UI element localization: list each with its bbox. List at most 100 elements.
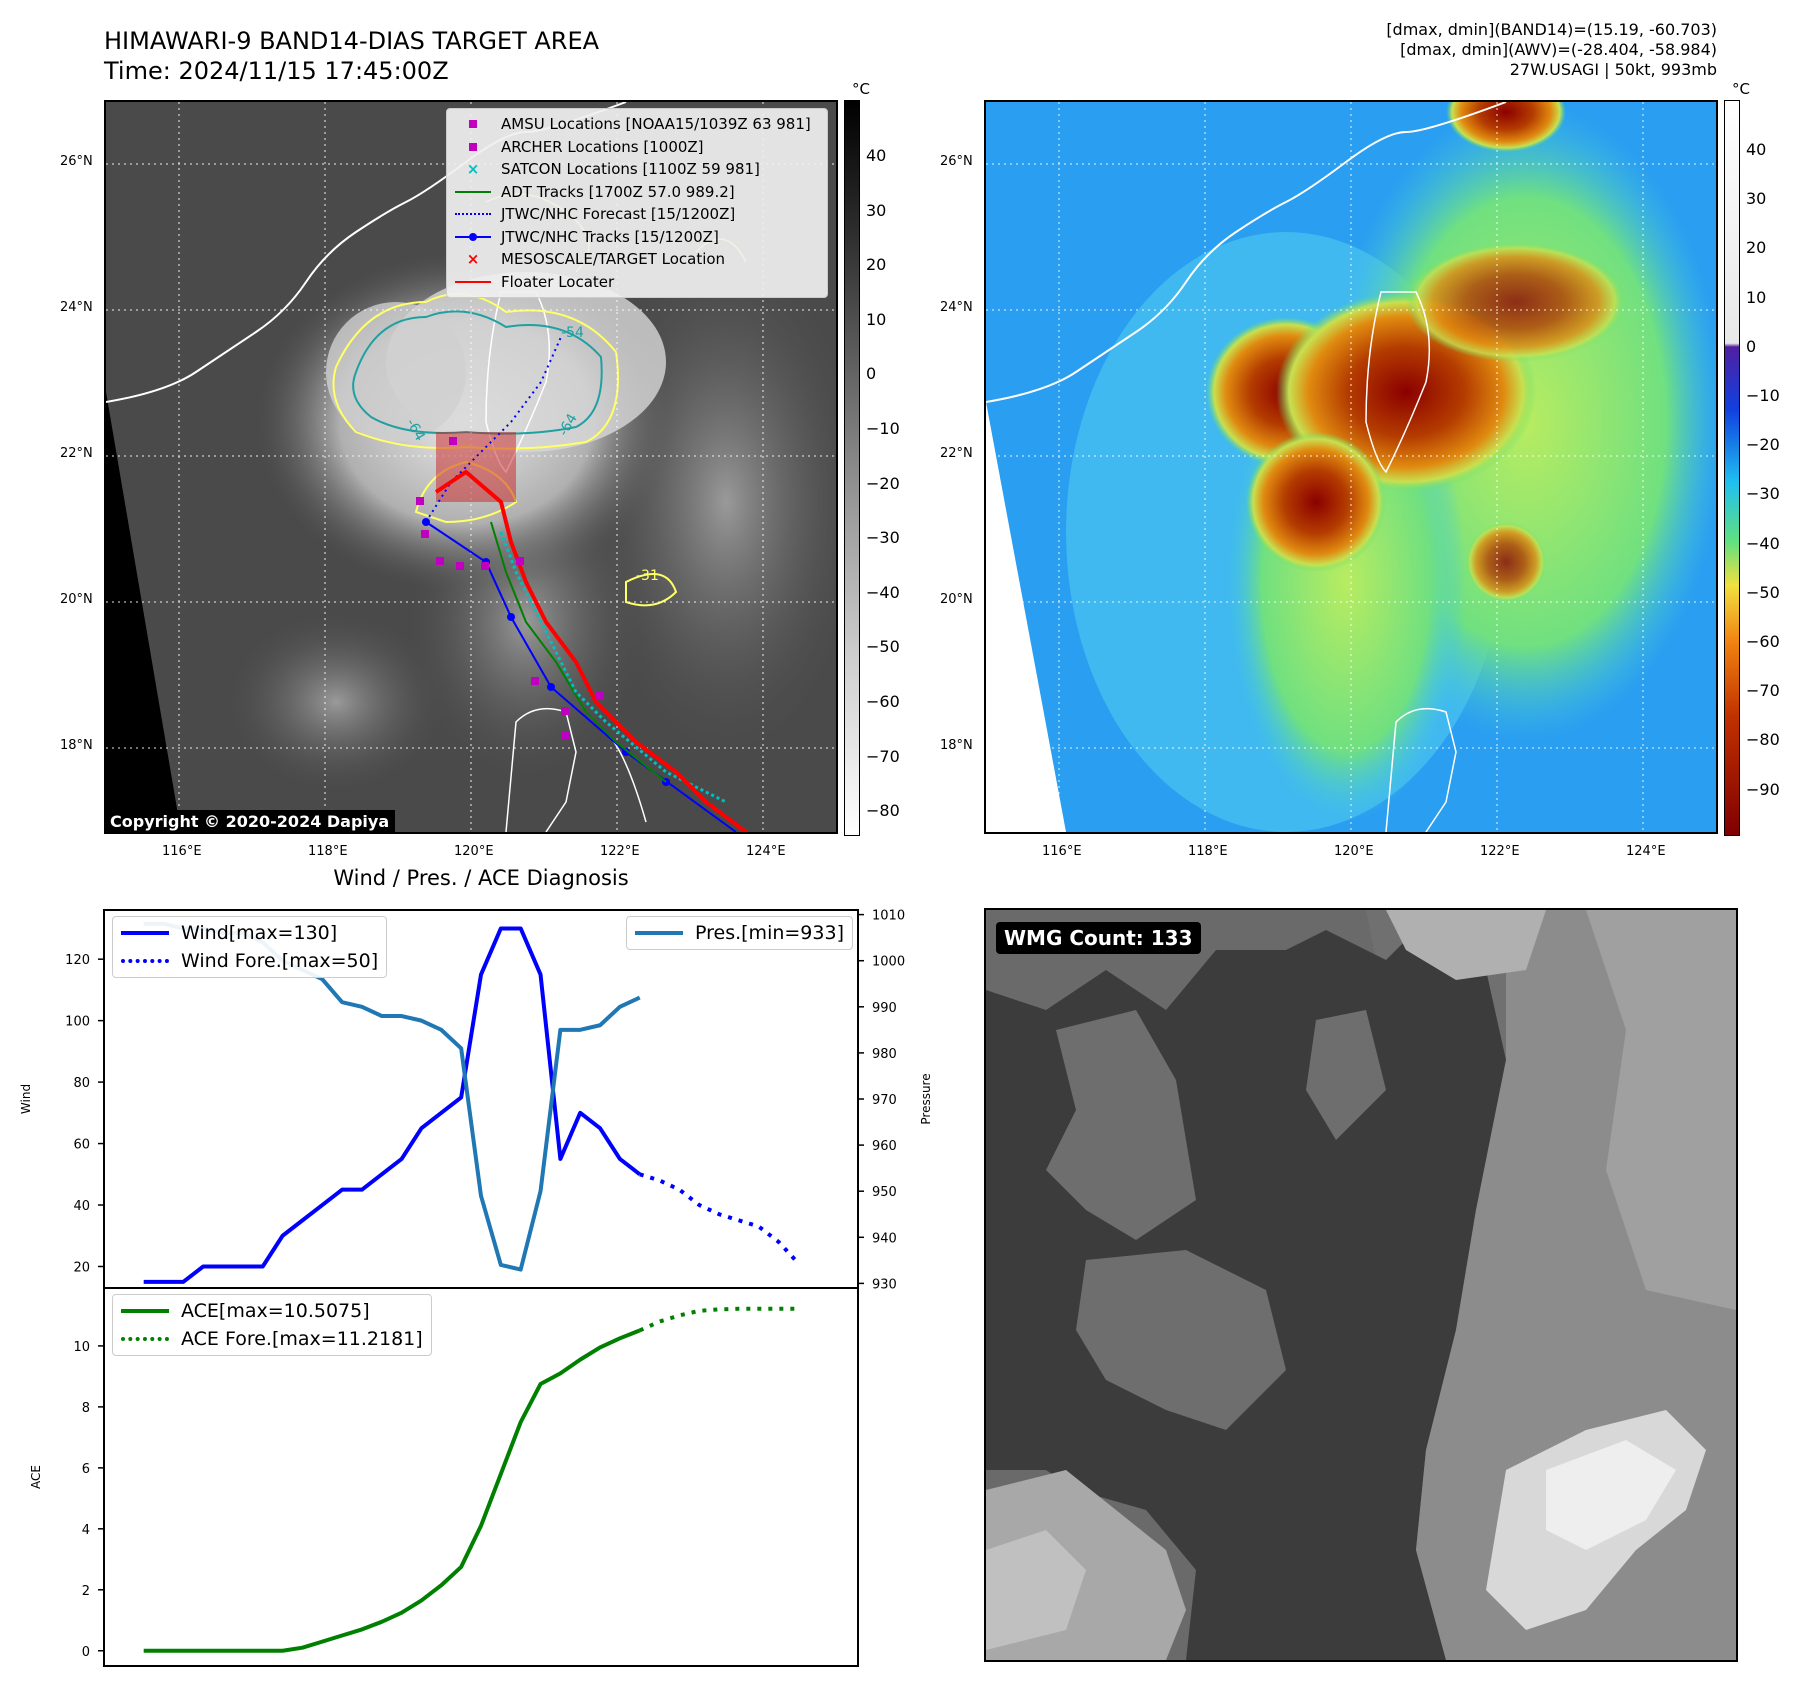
legend-ace-forecast: ACE Fore.[max=11.2181] <box>113 1325 431 1353</box>
info-storm-summary: 27W.USAGI | 50kt, 993mb <box>1509 60 1717 79</box>
legend-amsu-label: AMSU Locations [NOAA15/1039Z 63 981] <box>501 115 811 134</box>
color-colorbar-tick: 20 <box>1746 238 1767 258</box>
title-time: Time: 2024/11/15 17:45:00Z <box>104 57 449 85</box>
legend-wind-forecast: Wind Fore.[max=50] <box>113 947 386 975</box>
wind-legend: Wind[max=130] Wind Fore.[max=50] <box>112 916 388 978</box>
ace-chart-ylabel: ACE <box>29 1465 43 1489</box>
gray-colorbar-tick: −70 <box>866 746 900 766</box>
wind-chart-y2tick-label: 1000 <box>872 955 905 970</box>
awv-lat-tick-18: 18°N <box>940 738 973 753</box>
legend-jtwc-tracks: JTWC/NHC Tracks [15/1200Z] <box>447 226 827 249</box>
ir-map-legend: AMSU Locations [NOAA15/1039Z 63 981] ARC… <box>446 108 828 298</box>
lon-tick-124: 124°E <box>746 844 786 859</box>
wind-chart-y2tick-label: 950 <box>872 1185 897 1200</box>
legend-satcon: × SATCON Locations [1100Z 59 981] <box>466 160 760 179</box>
legend-floater-label: Floater Locater <box>501 272 615 291</box>
gray-colorbar-unit: °C <box>852 80 870 98</box>
lat-tick-22: 22°N <box>60 446 93 461</box>
awv-map-panel <box>984 100 1718 834</box>
ace-chart-ytick-label: 2 <box>82 1584 90 1599</box>
legend-amsu: AMSU Locations [NOAA15/1039Z 63 981] <box>447 113 827 136</box>
legend-ace-label: ACE[max=10.5075] <box>181 1300 370 1322</box>
wind-chart-y2tick-label: 980 <box>872 1047 897 1062</box>
color-colorbar-tick: −70 <box>1746 681 1780 701</box>
ace-chart-ytick-label: 8 <box>82 1401 90 1416</box>
legend-pressure-label: Pres.[min=933] <box>695 922 844 944</box>
ir-map-panel: -64 -64 -54 -31 <box>104 100 838 834</box>
ace-chart-series-0 <box>143 1328 641 1653</box>
storm-info: [dmax, dmin](BAND14)=(15.19, -60.703) [d… <box>1386 20 1717 80</box>
color-colorbar-tick: −80 <box>1746 730 1780 750</box>
ace-legend: ACE[max=10.5075] ACE Fore.[max=11.2181] <box>112 1294 432 1356</box>
wind-chart-y2label: Pressure <box>919 1073 933 1124</box>
awv-lat-tick-24: 24°N <box>940 300 973 315</box>
wind-chart-ytick-label: 80 <box>73 1076 90 1091</box>
wind-chart-y2tick-label: 990 <box>872 1001 897 1016</box>
color-colorbar-tick: −60 <box>1746 632 1780 651</box>
awv-lat-tick-20: 20°N <box>940 592 973 607</box>
legend-jtwc-tracks-label: JTWC/NHC Tracks [15/1200Z] <box>501 227 719 246</box>
ace-chart-ytick-label: 0 <box>82 1645 90 1660</box>
lon-tick-120: 120°E <box>454 844 494 859</box>
info-awv-range: [dmax, dmin](AWV)=(-28.404, -58.984) <box>1400 40 1717 59</box>
ace-chart-frame <box>103 1287 859 1667</box>
wind-chart-y2tick-label: 940 <box>872 1231 897 1246</box>
legend-ace: ACE[max=10.5075] <box>113 1297 431 1325</box>
wmg-count-badge: WMG Count: 133 <box>996 922 1201 954</box>
gray-colorbar-tick: −10 <box>866 419 900 438</box>
gray-colorbar-tick: −80 <box>866 801 900 821</box>
awv-map-image <box>986 102 1716 832</box>
legend-ace-forecast-label: ACE Fore.[max=11.2181] <box>181 1328 423 1350</box>
legend-mesoscale-label: MESOSCALE/TARGET Location <box>501 250 726 269</box>
color-colorbar-tick: 10 <box>1746 287 1767 307</box>
color-colorbar-tick: −50 <box>1746 582 1780 602</box>
ace-chart-ytick-label: 10 <box>73 1340 90 1355</box>
wind-chart-series-0 <box>143 926 641 1284</box>
legend-satcon-label: SATCON Locations [1100Z 59 981] <box>501 160 760 179</box>
lon-tick-122: 122°E <box>600 844 640 859</box>
wind-chart-ytick-label: 120 <box>65 953 90 968</box>
color-colorbar-tick: −30 <box>1746 484 1780 504</box>
gray-colorbar-tick: 20 <box>866 255 887 275</box>
awv-lat-tick-22: 22°N <box>940 446 973 461</box>
lat-tick-18: 18°N <box>60 738 93 753</box>
wind-chart-ytick-label: 60 <box>73 1138 90 1153</box>
awv-lon-tick-124: 124°E <box>1626 844 1666 859</box>
title-line1: HIMAWARI-9 BAND14-DIAS TARGET AREA <box>104 27 600 55</box>
contour-label-0: -54 <box>561 325 584 341</box>
awv-lat-tick-26: 26°N <box>940 154 973 169</box>
legend-floater: Floater Locater <box>447 271 827 294</box>
legend-wind: Wind[max=130] <box>113 919 386 947</box>
legend-jtwc-forecast: JTWC/NHC Forecast [15/1200Z] <box>447 203 827 226</box>
awv-lon-tick-116: 116°E <box>1042 844 1082 859</box>
color-colorbar-unit: °C <box>1732 80 1750 98</box>
ace-chart-series-1 <box>638 1306 799 1333</box>
wind-chart-ytick-label: 20 <box>73 1260 90 1275</box>
color-colorbar-tick: −90 <box>1746 779 1780 799</box>
awv-lon-tick-120: 120°E <box>1334 844 1374 859</box>
info-band14-range: [dmax, dmin](BAND14)=(15.19, -60.703) <box>1386 20 1717 39</box>
legend-pressure: Pres.[min=933] <box>627 919 852 947</box>
legend-jtwc-forecast-label: JTWC/NHC Forecast [15/1200Z] <box>501 205 736 224</box>
gray-colorbar-tick: −30 <box>866 528 900 548</box>
gray-colorbar-tick: −60 <box>866 692 900 711</box>
color-colorbar-tick: −40 <box>1746 533 1780 553</box>
wind-chart-y2tick-label: 960 <box>872 1139 897 1154</box>
ace-chart-ytick-label: 6 <box>82 1462 90 1477</box>
ace-chart: 0 2 4 6 8 10 ACE <box>29 1287 859 1667</box>
color-colorbar-tick: −10 <box>1746 386 1780 405</box>
color-colorbar-tick: −20 <box>1746 435 1780 455</box>
ir-map-image: -64 -64 -54 -31 <box>106 102 836 832</box>
legend-wind-forecast-label: Wind Fore.[max=50] <box>181 950 379 972</box>
gray-colorbar-tick: −50 <box>866 637 900 657</box>
wind-chart-ylabel: Wind <box>19 1084 33 1114</box>
legend-mesoscale: × MESOSCALE/TARGET Location <box>466 250 726 269</box>
wind-chart-y2tick-label: 930 <box>872 1277 897 1292</box>
wmg-image <box>986 910 1736 1660</box>
lat-tick-24: 24°N <box>60 300 93 315</box>
gray-colorbar-tick: 40 <box>866 146 887 165</box>
wind-pressure-chart: 20 40 60 80 100 120 930 940 950 960 970 980 990 1000 1… <box>19 909 933 1293</box>
lat-tick-26: 26°N <box>60 154 93 169</box>
copyright-badge: Copyright © 2020-2024 Dapiya <box>104 810 396 833</box>
wind-chart-series-1 <box>639 1172 800 1265</box>
